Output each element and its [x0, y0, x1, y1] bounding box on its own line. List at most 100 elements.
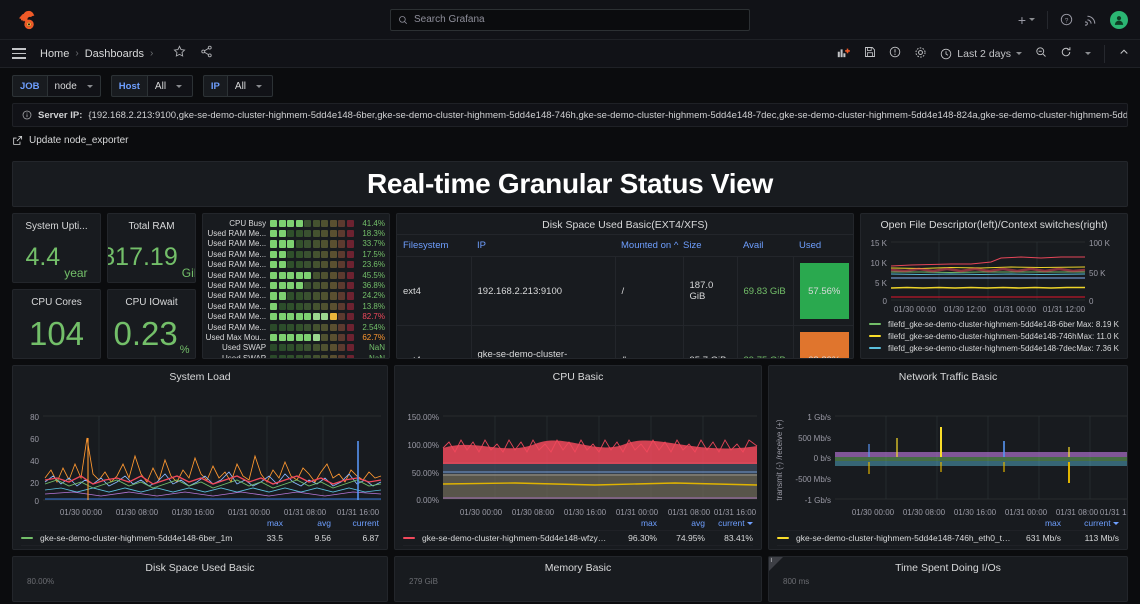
legend-row[interactable]: gke-se-demo-cluster-highmem-5dd4e148-746… — [21, 545, 379, 549]
column-header-avail[interactable]: Avail — [737, 234, 793, 257]
update-node-exporter-link[interactable]: Update node_exporter — [12, 135, 129, 146]
bargauge-cell — [287, 261, 295, 269]
cell-mounted-on: /home — [615, 325, 684, 358]
bargauge-cell — [321, 271, 329, 279]
bargauge-cell — [270, 292, 278, 300]
bargauge-cell — [321, 240, 329, 248]
help-circle-icon[interactable]: ? — [1060, 13, 1073, 26]
panel-disk-space-used-basic-table[interactable]: Disk Space Used Basic(EXT4/XFS) Filesyst… — [396, 213, 854, 359]
avatar[interactable] — [1110, 10, 1128, 29]
legend-col-max[interactable]: max — [1044, 518, 1061, 528]
legend-row[interactable]: gke-se-demo-cluster-highmem-5dd4e148-746… — [403, 545, 753, 549]
legend-row[interactable]: gke-se-demo-cluster-highmem-5dd4e148-wfz… — [403, 530, 753, 545]
bargauge-value: 2.54% — [362, 322, 385, 332]
variable-job-select[interactable]: node — [46, 75, 101, 97]
y-tick: 20 — [30, 479, 39, 488]
column-header-mounted-on[interactable]: Mounted on ^ — [615, 234, 683, 257]
column-header-ip[interactable]: IP — [471, 234, 615, 257]
variable-ip-select[interactable]: All — [226, 75, 273, 97]
panel-cpu-iowait[interactable]: CPU IOwait 0.23 % — [107, 289, 196, 359]
legend-col-max[interactable]: max — [266, 518, 283, 528]
column-header-used[interactable]: Used — [793, 234, 853, 257]
panel-cpu-cores[interactable]: CPU Cores 104 — [12, 289, 101, 359]
breadcrumb-item-dashboards[interactable]: Dashboards — [84, 47, 145, 60]
panel-system-uptime[interactable]: System Upti... 4.4 year — [12, 213, 101, 283]
bargauge-value: 82.7% — [362, 312, 385, 322]
table-row[interactable]: ext4 192.168.2.213:9100/187.0 GiB 69.83 Gi… — [397, 256, 853, 326]
panel-system-load[interactable]: System Load 80 60 40 20 0 — [12, 365, 388, 550]
save-icon[interactable] — [864, 46, 876, 61]
column-header-filesystem[interactable]: Filesystem — [397, 234, 471, 257]
legend-row[interactable]: gke-se-demo-cluster-highmem-5dd4e148-6be… — [21, 530, 379, 545]
legend-row[interactable]: filefd_gke-se-demo-cluster-highmem-5dd4e… — [869, 330, 1119, 342]
global-search[interactable] — [390, 8, 750, 31]
bargauge-cell — [304, 354, 312, 358]
bargauge-cell — [287, 344, 295, 352]
bargauge-cell — [312, 323, 320, 331]
bargauge-cell — [321, 250, 329, 258]
bargauge-cell — [270, 323, 278, 331]
panel-cpu-basic[interactable]: CPU Basic 150.00% 100.00% 50.00% 0.00% — [394, 365, 762, 550]
bargauge-cell — [312, 229, 320, 238]
bargauge-row: Used RAM Me... 23.6% — [205, 260, 385, 270]
cell-mounted-on: / — [615, 256, 684, 326]
table-row[interactable]: ext4gke-se-demo-cluster-highmem-5dd4e148… — [397, 325, 853, 358]
search-input[interactable] — [414, 14, 742, 25]
menu-toggle-button[interactable] — [12, 48, 26, 59]
legend-current-value: 32.3 — [331, 548, 379, 549]
gear-icon[interactable] — [914, 46, 927, 62]
bargauge-cell — [338, 333, 346, 342]
legend-col-current[interactable]: current — [705, 518, 753, 528]
panel-open-file-descriptor[interactable]: Open File Descriptor(left)/Context switc… — [860, 213, 1128, 359]
bargauge-value: 36.8% — [362, 281, 385, 291]
bargauge-cell — [295, 292, 303, 300]
panel-memory-basic[interactable]: Memory Basic 279 GiB — [394, 556, 762, 602]
grafana-logo-icon[interactable] — [18, 9, 40, 31]
star-icon[interactable] — [173, 44, 186, 63]
panel-network-traffic-basic[interactable]: Network Traffic Basic transmit (-) /rece… — [768, 365, 1128, 550]
column-header-size[interactable]: Size — [683, 234, 737, 257]
legend-col-max[interactable]: max — [640, 518, 657, 528]
bargauge-cell — [278, 261, 286, 269]
panel-disk-space-used-basic[interactable]: Disk Space Used Basic 80.00% — [12, 556, 388, 602]
legend-row[interactable]: filefd_gke-se-demo-cluster-highmem-5dd4e… — [869, 318, 1119, 330]
panel-total-ram[interactable]: Total RAM 817.19 GiB — [107, 213, 196, 283]
legend-row[interactable]: filefd_gke-se-demo-cluster-highmem-5dd4e… — [869, 342, 1119, 354]
legend-col-avg[interactable]: avg — [691, 518, 705, 528]
refresh-icon[interactable] — [1060, 46, 1072, 61]
bargauge-label: Used RAM Me... — [207, 291, 267, 301]
bargauge-cell — [338, 261, 346, 269]
legend-row[interactable]: gke-se-demo-cluster-highmem-5dd4e148-u4z… — [777, 545, 1119, 549]
legend-col-current[interactable]: current — [352, 518, 379, 528]
x-tick: 01/30 12:00 — [944, 305, 987, 314]
legend-col-current[interactable]: current — [1061, 518, 1119, 528]
add-panel-icon[interactable] — [837, 46, 851, 62]
bargauge-cell — [329, 240, 337, 248]
variable-host-select[interactable]: All — [146, 75, 193, 97]
bargauge-cells — [270, 354, 354, 358]
info-circle-icon[interactable] — [889, 46, 901, 61]
bargauge-row: Used RAM Me... 17.5% — [205, 249, 385, 259]
panel-resource-bargauge[interactable]: CPU Busy 41.4% Used RAM Me... 18.3% Used RAM… — [202, 213, 390, 359]
refresh-interval-chevron-down-icon[interactable] — [1085, 52, 1091, 55]
new-menu-button[interactable]: + — [1018, 13, 1035, 27]
info-icon[interactable]: i — [770, 557, 773, 564]
news-rss-icon[interactable] — [1085, 13, 1098, 26]
divider — [1104, 44, 1105, 63]
chevron-up-icon[interactable] — [1118, 46, 1130, 61]
bargauge-cell — [338, 302, 346, 310]
legend-col-avg[interactable]: avg — [317, 518, 331, 528]
bargauge-cell — [304, 271, 312, 279]
legend-series-name: filefd_gke-se-demo-cluster-highmem-5dd4e… — [888, 343, 1077, 353]
y-tick: 5 K — [875, 279, 888, 288]
bargauge-cell — [321, 333, 329, 342]
share-icon[interactable] — [200, 45, 213, 63]
legend-row[interactable]: gke-se-demo-cluster-highmem-5dd4e148-746… — [777, 530, 1119, 545]
legend-max-value: 631 Mb/s — [1026, 533, 1061, 543]
cell-ip: 192.168.2.213:9100 — [471, 256, 616, 326]
panel-time-spent-doing-ios[interactable]: i Time Spent Doing I/Os 800 ms — [768, 556, 1128, 602]
breadcrumb-item-home[interactable]: Home — [40, 47, 70, 60]
y-tick: 800 ms — [783, 577, 810, 586]
zoom-out-icon[interactable] — [1035, 46, 1047, 61]
time-range-picker[interactable]: Last 2 days — [940, 48, 1022, 60]
